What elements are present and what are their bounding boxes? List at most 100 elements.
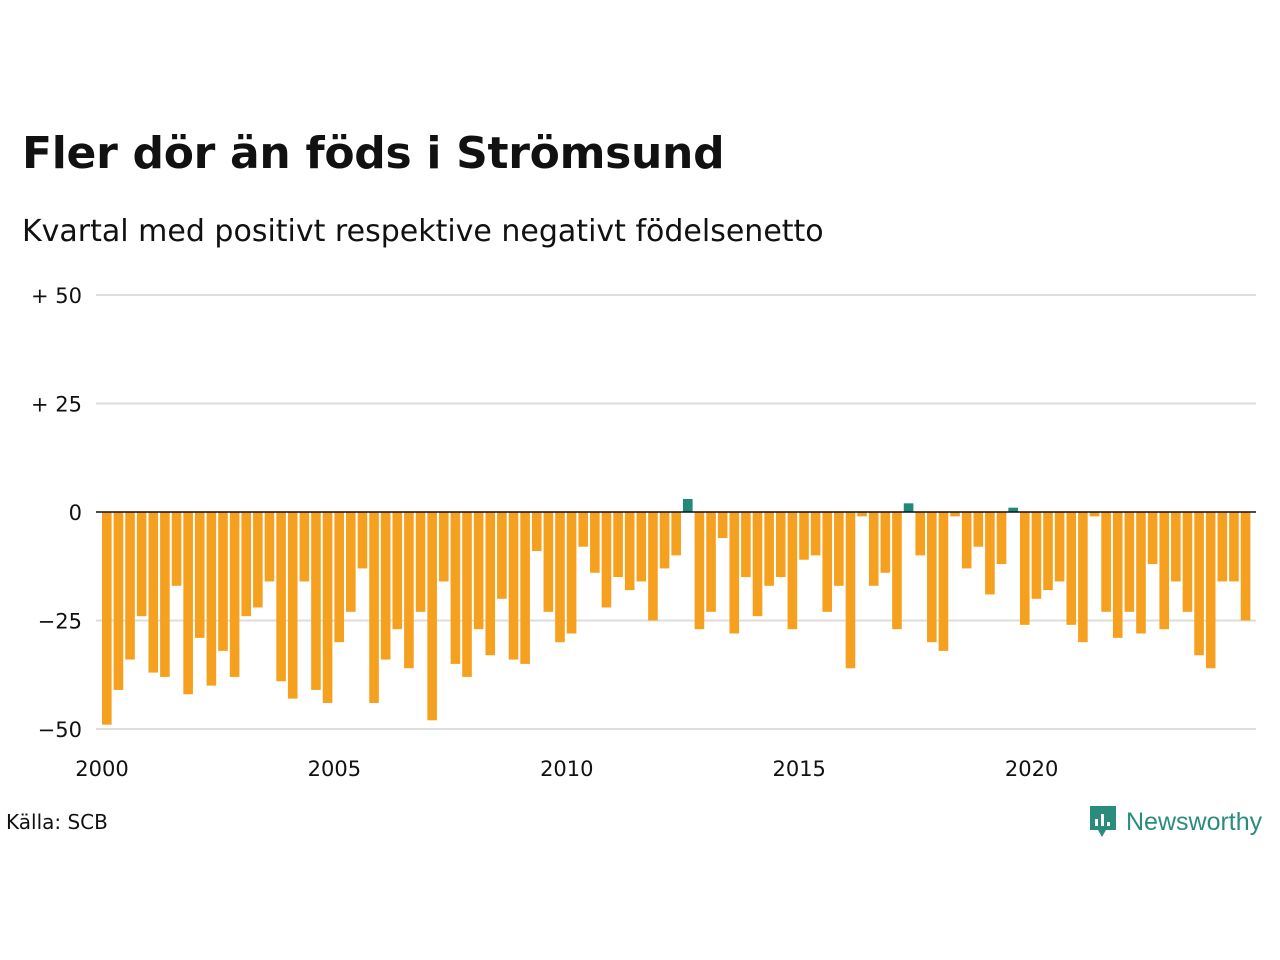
bar-negative <box>1194 512 1204 656</box>
bar-negative <box>636 512 647 582</box>
newsworthy-logo-icon <box>1090 806 1116 837</box>
bar-negative <box>845 512 856 669</box>
bar-negative <box>380 512 391 660</box>
bar-negative <box>671 512 681 556</box>
bar-negative <box>787 512 798 630</box>
bar-negative <box>1031 512 1042 599</box>
bar-positive <box>1008 507 1018 512</box>
bar-negative <box>694 512 705 630</box>
bar-negative <box>810 512 821 556</box>
bar-negative <box>555 512 565 643</box>
bar-negative <box>1217 512 1228 582</box>
bar-negative <box>741 512 751 578</box>
bar-negative <box>1171 512 1181 582</box>
bar-negative <box>892 512 902 630</box>
bar-negative <box>520 512 530 664</box>
bar-negative <box>938 512 949 651</box>
x-tick-label: 2005 <box>308 757 361 781</box>
bar-negative <box>206 512 217 686</box>
bar-negative <box>1112 512 1123 638</box>
bar-negative <box>194 512 205 638</box>
bar-negative <box>915 512 925 556</box>
bar-negative <box>1182 512 1193 612</box>
bar-negative <box>462 512 472 677</box>
bar-negative <box>473 512 484 630</box>
bar-negative <box>183 512 193 695</box>
bar-negative <box>1229 512 1239 582</box>
chart-title: Fler dör än föds i Strömsund <box>22 128 725 179</box>
bars <box>102 498 1251 725</box>
y-axis-ticks: + 50 + 25 0 −25 −50 <box>31 284 82 742</box>
bar-negative <box>299 512 310 582</box>
x-tick-label: 2010 <box>540 757 593 781</box>
y-tick-label: + 50 <box>31 284 82 308</box>
bar-negative <box>508 512 519 660</box>
bar-negative <box>404 512 414 669</box>
bar-negative <box>346 512 356 612</box>
bar-negative <box>868 512 879 586</box>
bar-negative <box>322 512 333 703</box>
x-tick-label: 2020 <box>1005 757 1058 781</box>
bar-negative <box>543 512 554 612</box>
bar-negative <box>613 512 623 578</box>
bar-negative <box>218 512 228 651</box>
x-tick-label: 2000 <box>75 757 128 781</box>
bar-negative <box>241 512 252 617</box>
bar-negative <box>229 512 240 677</box>
bar-negative <box>485 512 496 656</box>
source-note: Källa: SCB <box>6 810 108 834</box>
bar-negative <box>775 512 786 578</box>
bar-negative <box>950 512 960 517</box>
bar-negative <box>427 512 437 721</box>
y-tick-label: −50 <box>38 718 82 742</box>
bar-chart: + 50 + 25 0 −25 −50 2000 2005 2010 2015 2020 <box>31 284 1256 781</box>
bar-negative <box>578 512 589 547</box>
bar-negative <box>973 512 984 547</box>
bar-negative <box>253 512 263 608</box>
bar-negative <box>1240 512 1251 621</box>
bar-negative <box>102 512 112 725</box>
bar-negative <box>438 512 449 582</box>
bar-negative <box>961 512 972 569</box>
bar-negative <box>113 512 124 690</box>
y-tick-label: + 25 <box>31 393 82 417</box>
bar-negative <box>880 512 891 573</box>
bar-negative <box>160 512 170 677</box>
bar-negative <box>369 512 379 703</box>
bar-negative <box>834 512 844 586</box>
chart-subtitle: Kvartal med positivt respektive negativt… <box>22 214 824 249</box>
bar-negative <box>996 512 1007 565</box>
brand-logo: Newsworthy <box>1088 804 1262 840</box>
bar-negative <box>531 512 542 552</box>
bar-negative <box>1019 512 1030 625</box>
bar-negative <box>1136 512 1146 634</box>
bar-negative <box>148 512 159 673</box>
x-axis-ticks: 2000 2005 2010 2015 2020 <box>75 757 1058 781</box>
bar-negative <box>415 512 426 612</box>
y-tick-label: 0 <box>69 501 82 525</box>
bar-negative <box>1159 512 1170 630</box>
bar-negative <box>717 512 728 539</box>
bar-negative <box>287 512 298 699</box>
bar-negative <box>799 512 809 560</box>
bar-negative <box>334 512 344 643</box>
bar-negative <box>590 512 600 573</box>
bar-negative <box>659 512 670 569</box>
bar-negative <box>125 512 135 660</box>
bar-negative <box>648 512 658 621</box>
bar-negative <box>1205 512 1216 669</box>
bar-negative <box>450 512 461 664</box>
y-tick-label: −25 <box>38 610 82 634</box>
bar-positive <box>903 503 914 512</box>
bar-positive <box>683 498 693 512</box>
bar-negative <box>311 512 321 690</box>
bar-negative <box>1147 512 1158 565</box>
bar-negative <box>729 512 740 634</box>
bar-negative <box>601 512 612 608</box>
bar-negative <box>985 512 995 595</box>
brand-name: Newsworthy <box>1126 807 1263 836</box>
bar-negative <box>1101 512 1111 612</box>
bar-negative <box>857 512 867 517</box>
bar-negative <box>392 512 403 630</box>
bar-negative <box>752 512 763 617</box>
